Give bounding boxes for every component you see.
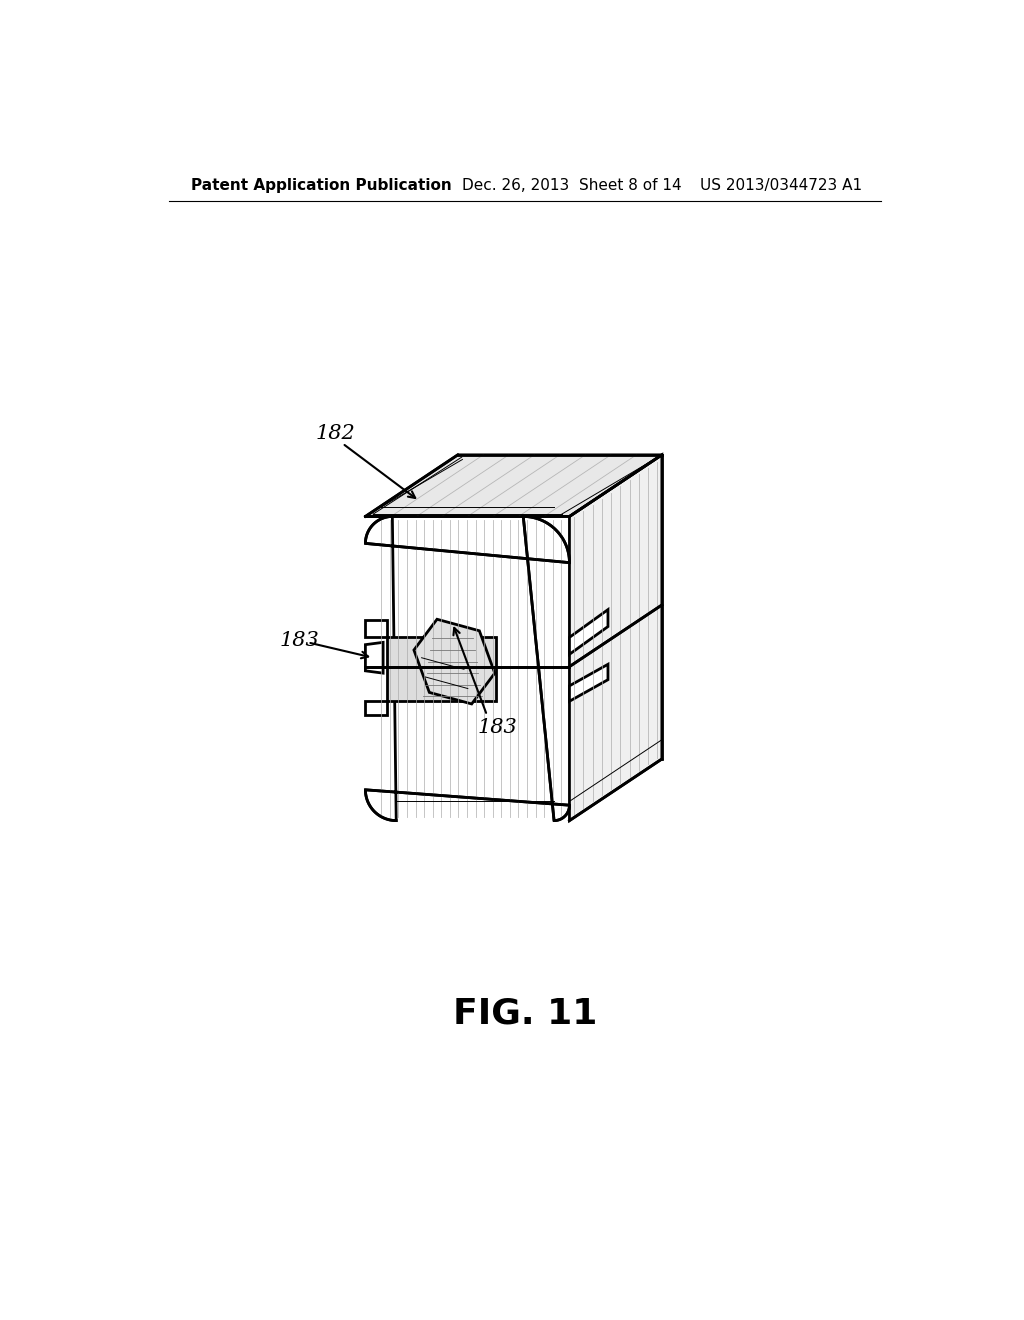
Polygon shape [366,701,387,715]
Text: Dec. 26, 2013  Sheet 8 of 14: Dec. 26, 2013 Sheet 8 of 14 [462,178,681,193]
Polygon shape [366,516,569,821]
Polygon shape [366,643,383,673]
Text: US 2013/0344723 A1: US 2013/0344723 A1 [700,178,862,193]
Polygon shape [569,455,662,821]
Polygon shape [366,516,569,821]
Text: 183: 183 [280,631,318,649]
Polygon shape [387,638,497,701]
Text: FIG. 11: FIG. 11 [453,997,597,1030]
Polygon shape [366,620,387,638]
Polygon shape [414,619,495,704]
Text: 183: 183 [478,718,517,737]
Polygon shape [366,455,662,516]
Polygon shape [569,664,608,701]
Text: 182: 182 [315,424,355,442]
Text: Patent Application Publication: Patent Application Publication [190,178,452,193]
Polygon shape [569,610,608,655]
